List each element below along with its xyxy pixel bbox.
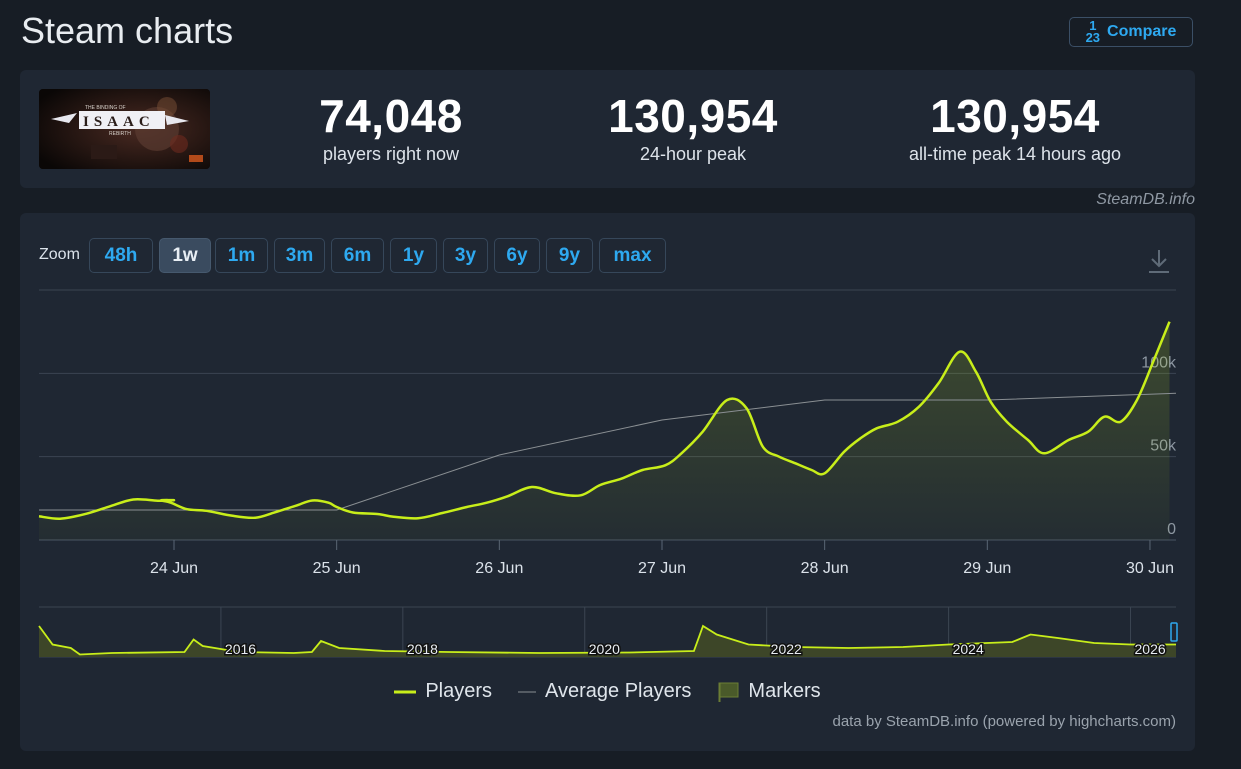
stat-current-label: players right now bbox=[322, 144, 460, 164]
zoom-button-1y[interactable]: 1y bbox=[390, 238, 437, 273]
zoom-button-max[interactable]: max bbox=[599, 238, 666, 273]
legend-markers-label: Markers bbox=[748, 680, 821, 702]
stat-current-players: 74,048 players right now bbox=[231, 90, 551, 165]
y-tick-label: 0 bbox=[1167, 521, 1176, 538]
navigator-year-label: 2024 bbox=[953, 641, 984, 657]
stat-alltime-value: 130,954 bbox=[930, 90, 1100, 142]
navigator-line bbox=[38, 624, 1176, 656]
legend-average-label: Average Players bbox=[545, 680, 692, 702]
download-icon[interactable] bbox=[1146, 247, 1172, 275]
zoom-button-3m[interactable]: 3m bbox=[274, 238, 325, 273]
thumbnail-text-main: ISAAC bbox=[83, 114, 155, 130]
players-line bbox=[38, 321, 1171, 520]
x-tick-label: 24 Jun bbox=[150, 560, 198, 577]
thumbnail-text-sub: REBIRTH bbox=[109, 131, 131, 137]
stats-panel: THE BINDING OF ISAAC REBIRTH 74,048 play… bbox=[20, 70, 1195, 188]
legend-average-swatch bbox=[518, 691, 537, 692]
legend-players-label: Players bbox=[425, 680, 493, 702]
thumbnail-text-top: THE BINDING OF bbox=[85, 105, 126, 111]
zoom-button-6y[interactable]: 6y bbox=[494, 238, 540, 273]
zoom-button-3y[interactable]: 3y bbox=[443, 238, 488, 273]
zoom-button-1m[interactable]: 1m bbox=[215, 238, 268, 273]
zoom-button-48h[interactable]: 48h bbox=[89, 238, 153, 273]
navigator-year-label: 2020 bbox=[589, 641, 620, 657]
average-players-line bbox=[39, 392, 1177, 511]
stat-current-value: 74,048 bbox=[319, 90, 463, 142]
x-tick-label: 29 Jun bbox=[963, 560, 1011, 577]
zoom-label: Zoom bbox=[39, 246, 80, 263]
stat-24h-label: 24-hour peak bbox=[639, 144, 747, 164]
game-logo-image: THE BINDING OF ISAAC REBIRTH bbox=[39, 89, 210, 169]
navigator-year-label: 2018 bbox=[407, 641, 438, 657]
highcharts-credit[interactable]: data by SteamDB.info (powered by highcha… bbox=[832, 713, 1177, 730]
x-tick-label: 28 Jun bbox=[801, 560, 849, 577]
compare-button[interactable]: 1 23 Compare bbox=[1069, 17, 1193, 47]
flag-icon bbox=[718, 682, 739, 702]
x-tick-label: 30 Jun bbox=[1126, 560, 1174, 577]
x-tick-label: 27 Jun bbox=[638, 560, 686, 577]
navigator-year-label: 2026 bbox=[1135, 641, 1166, 657]
steamdb-credit[interactable]: SteamDB.info bbox=[1096, 191, 1195, 208]
navigator-handle[interactable] bbox=[1170, 622, 1178, 642]
fraction-icon: 1 23 bbox=[1085, 18, 1101, 45]
legend-item-players[interactable]: Players bbox=[394, 680, 492, 703]
zoom-button-9y[interactable]: 9y bbox=[546, 238, 593, 273]
chart-legend: Players Average Players Markers bbox=[20, 680, 1195, 703]
players-area bbox=[39, 321, 1170, 540]
game-thumbnail[interactable]: THE BINDING OF ISAAC REBIRTH bbox=[39, 89, 210, 169]
legend-item-average-players[interactable]: Average Players bbox=[518, 680, 691, 703]
legend-item-markers[interactable]: Markers bbox=[717, 680, 821, 703]
stat-alltime-peak: 130,954 all-time peak 14 hours ago bbox=[855, 90, 1175, 165]
stat-24h-peak: 130,954 24-hour peak bbox=[533, 90, 853, 165]
navigator-year-label: 2022 bbox=[771, 641, 802, 657]
navigator-year-label: 2016 bbox=[225, 641, 256, 657]
stat-alltime-label: all-time peak 14 hours ago bbox=[908, 144, 1122, 164]
stat-24h-value: 130,954 bbox=[608, 90, 778, 142]
legend-players-swatch bbox=[394, 690, 417, 693]
x-tick-label: 26 Jun bbox=[475, 560, 523, 577]
page-title: Steam charts bbox=[21, 10, 234, 51]
navigator-area bbox=[39, 626, 1176, 657]
x-tick-label: 25 Jun bbox=[313, 560, 361, 577]
zoom-button-1w[interactable]: 1w bbox=[159, 238, 211, 273]
zoom-button-6m[interactable]: 6m bbox=[331, 238, 384, 273]
compare-label: Compare bbox=[1107, 23, 1177, 40]
